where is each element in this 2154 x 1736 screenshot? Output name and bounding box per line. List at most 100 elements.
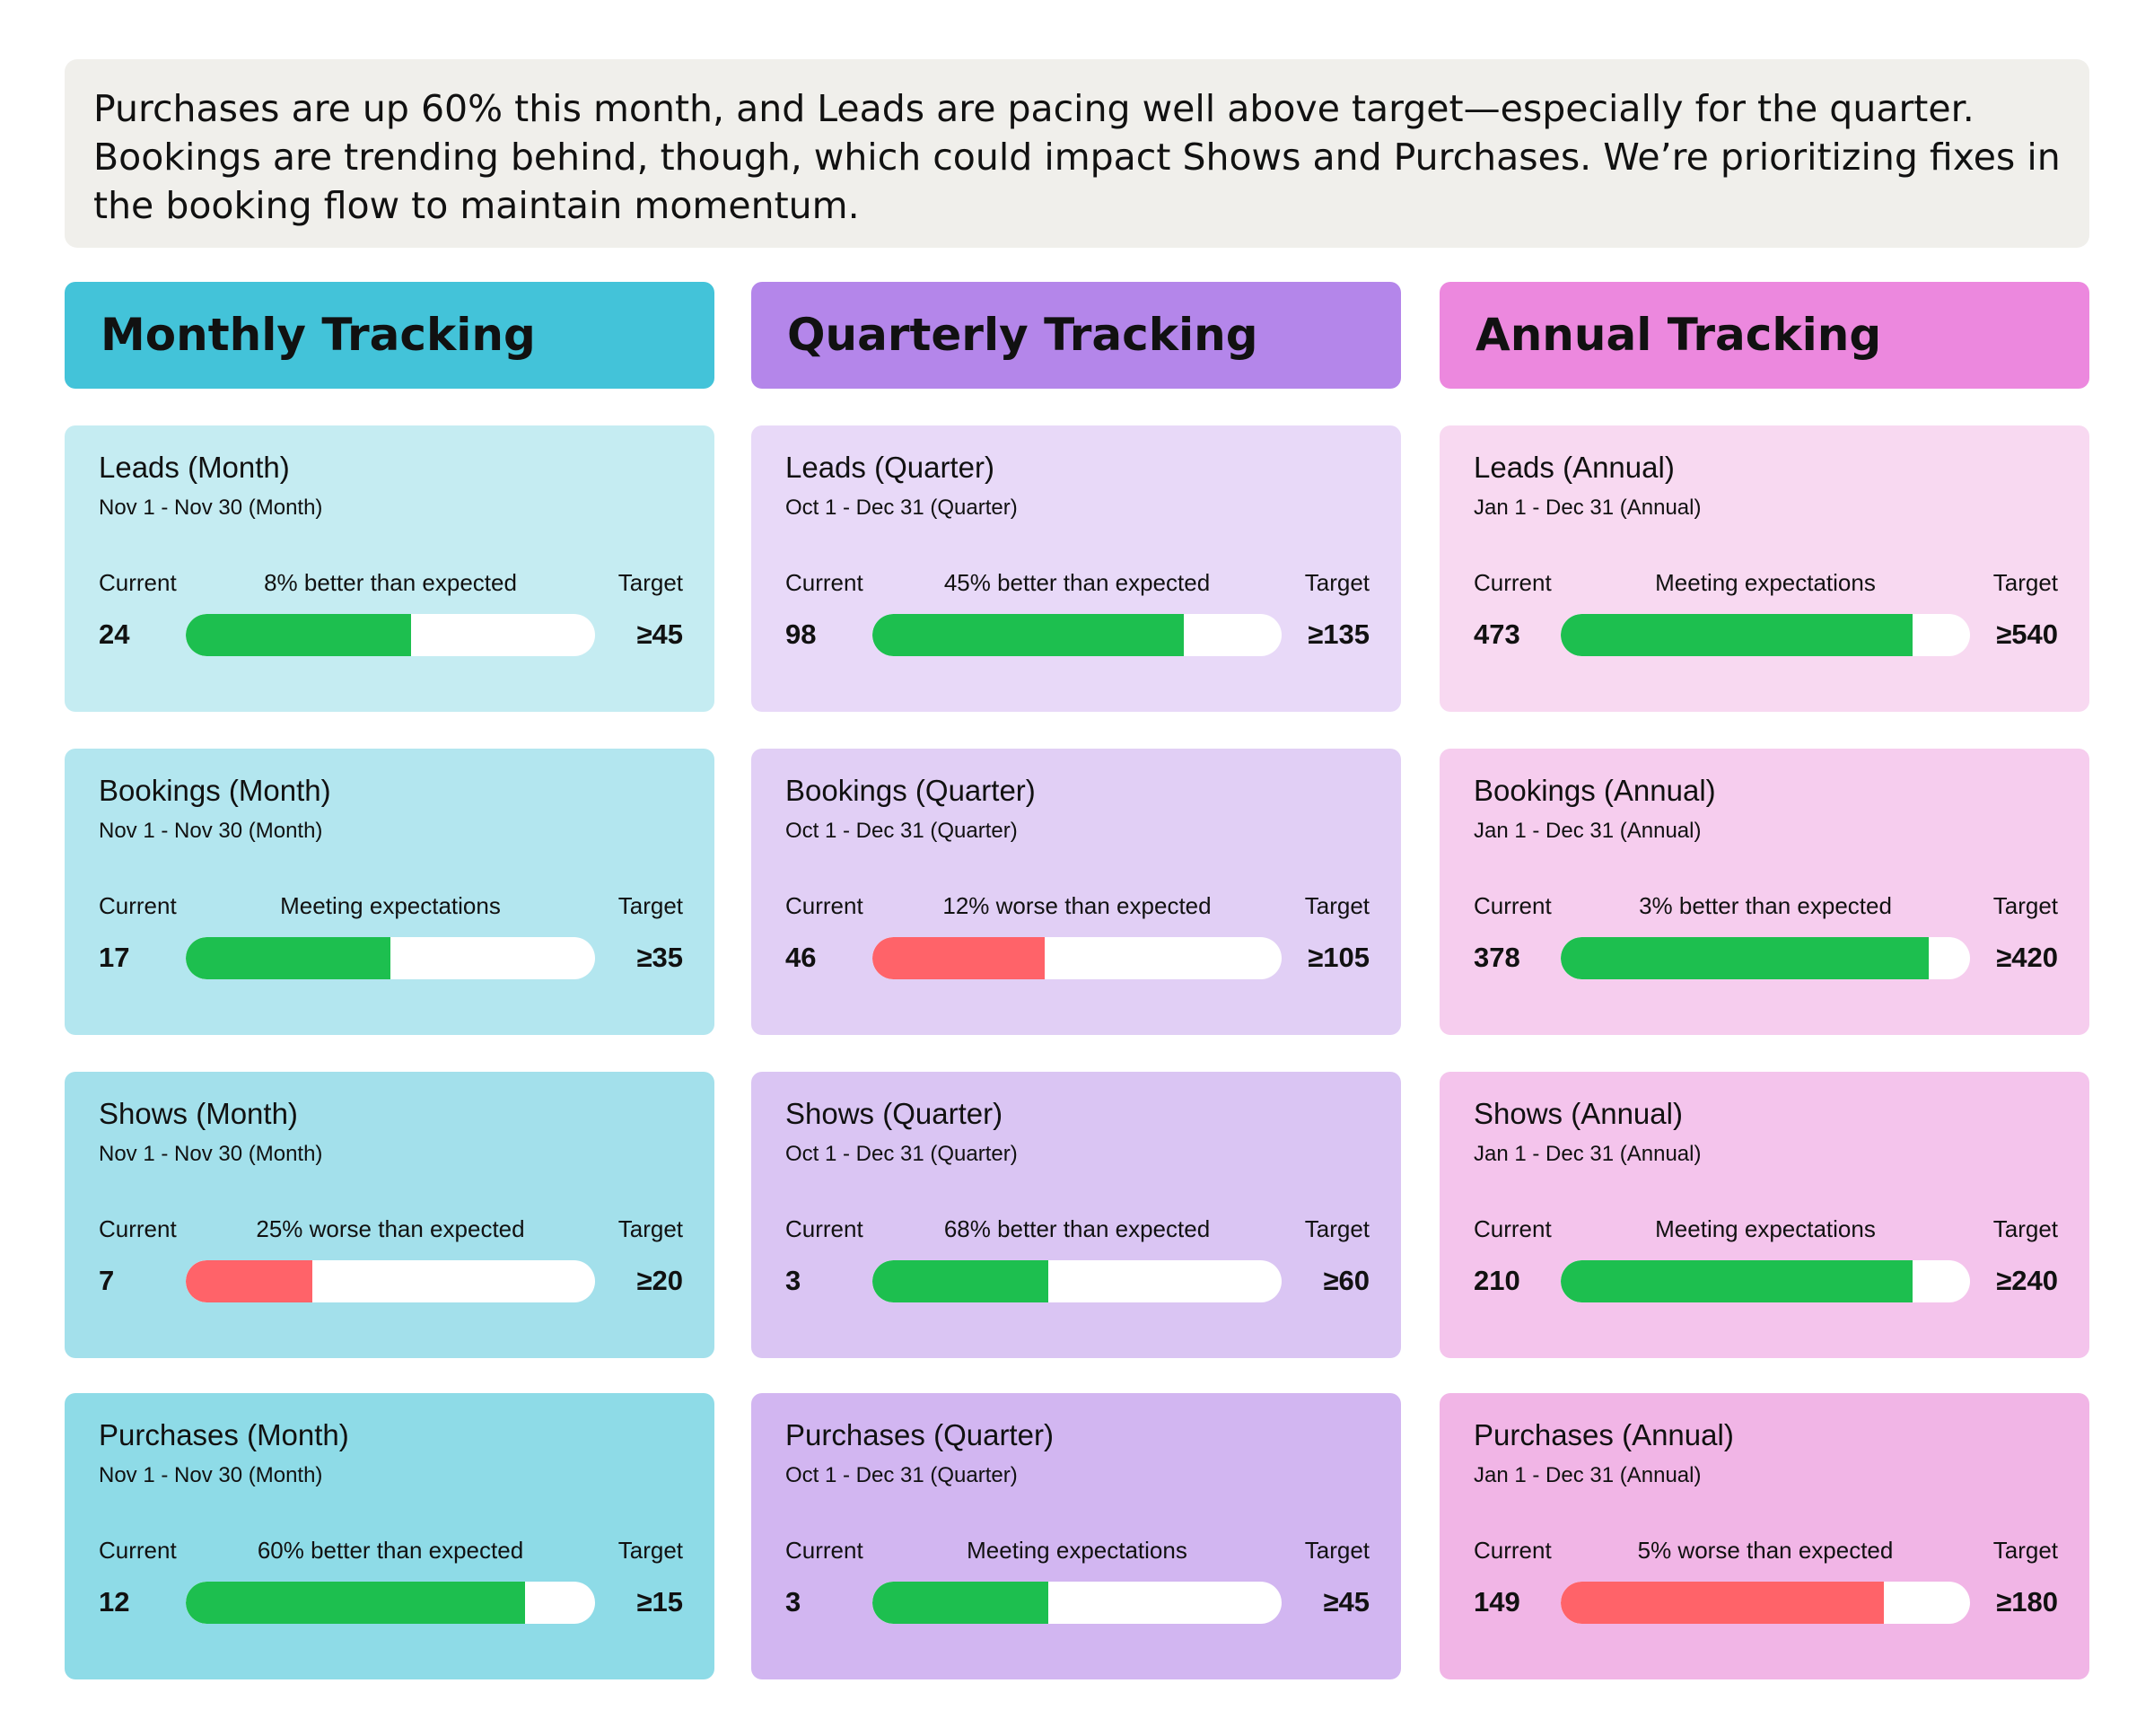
progress-fill — [186, 1582, 526, 1624]
current-value: 24 — [99, 618, 130, 650]
target-value: ≥135 — [1308, 618, 1370, 650]
current-label: Current — [99, 1215, 177, 1242]
status-text: 8% better than expected — [264, 569, 517, 596]
metric-card: Bookings (Annual) Jan 1 - Dec 31 (Annual)… — [1440, 749, 2089, 1035]
progress-track — [872, 937, 1282, 979]
column-header: Quarterly Tracking — [751, 282, 1401, 389]
progress-track — [872, 1582, 1282, 1624]
metric-card: Bookings (Quarter) Oct 1 - Dec 31 (Quarte… — [751, 749, 1401, 1035]
current-label: Current — [1474, 1215, 1552, 1242]
card-date: Jan 1 - Dec 31 (Annual) — [1474, 1142, 1702, 1166]
progress-fill — [1561, 1582, 1885, 1624]
current-value: 46 — [785, 942, 817, 973]
card-date: Nov 1 - Nov 30 (Month) — [99, 495, 323, 520]
metric-card: Purchases (Month) Nov 1 - Nov 30 (Month) C… — [65, 1393, 714, 1679]
target-label: Target — [617, 1215, 683, 1242]
status-text: 3% better than expected — [1639, 892, 1892, 919]
target-value: ≥35 — [636, 942, 684, 973]
summary: Purchases are up 60% this month, and Lea… — [65, 59, 2089, 248]
status-text: Meeting expectations — [1655, 1215, 1876, 1242]
card-date: Jan 1 - Dec 31 (Annual) — [1474, 495, 1702, 520]
card-date: Jan 1 - Dec 31 (Annual) — [1474, 819, 1702, 843]
card-date: Nov 1 - Nov 30 (Month) — [99, 819, 323, 843]
metric-card: Shows (Quarter) Oct 1 - Dec 31 (Quarter) C… — [751, 1072, 1401, 1358]
status-text: 12% worse than expected — [942, 892, 1212, 919]
progress-fill — [872, 1582, 1049, 1624]
progress-track — [186, 1260, 595, 1302]
current-label: Current — [785, 569, 863, 596]
card-title: Leads (Annual) — [1474, 451, 1675, 484]
current-label: Current — [1474, 569, 1552, 596]
target-label: Target — [1992, 569, 2058, 596]
progress-track — [186, 614, 595, 656]
progress-track — [1561, 1260, 1970, 1302]
card-title: Purchases (Month) — [99, 1418, 349, 1451]
card-date: Oct 1 - Dec 31 (Quarter) — [785, 819, 1018, 843]
status-text: 25% worse than expected — [256, 1215, 525, 1242]
card-date: Oct 1 - Dec 31 (Quarter) — [785, 1463, 1018, 1487]
current-label: Current — [99, 892, 177, 919]
progress-track — [1561, 937, 1970, 979]
current-value: 7 — [99, 1265, 115, 1296]
metric-card: Leads (Annual) Jan 1 - Dec 31 (Annual) Cur… — [1440, 425, 2089, 712]
metric-card: Purchases (Quarter) Oct 1 - Dec 31 (Quart… — [751, 1393, 1401, 1679]
target-value: ≥540 — [1996, 618, 2058, 650]
metric-card: Shows (Annual) Jan 1 - Dec 31 (Annual) Cur… — [1440, 1072, 2089, 1358]
metric-card: Leads (Month) Nov 1 - Nov 30 (Month) Curre… — [65, 425, 714, 712]
status-text: 5% worse than expected — [1637, 1537, 1894, 1564]
target-label: Target — [617, 1537, 683, 1564]
status-text: 68% better than expected — [943, 1215, 1211, 1242]
current-label: Current — [99, 569, 177, 596]
column-header: Monthly Tracking — [65, 282, 714, 389]
card-title: Leads (Month) — [99, 451, 290, 484]
target-value: ≥45 — [636, 618, 684, 650]
card-title: Purchases (Annual) — [1474, 1418, 1734, 1451]
progress-track — [1561, 614, 1970, 656]
progress-fill — [872, 1260, 1049, 1302]
target-value: ≥45 — [1323, 1586, 1370, 1618]
current-label: Current — [785, 1215, 863, 1242]
card-title: Shows (Annual) — [1474, 1097, 1683, 1130]
target-label: Target — [1304, 1215, 1370, 1242]
target-label: Target — [1304, 892, 1370, 919]
target-label: Target — [1992, 1215, 2058, 1242]
status-text: 45% better than expected — [943, 569, 1211, 596]
card-date: Oct 1 - Dec 31 (Quarter) — [785, 495, 1018, 520]
progress-track — [872, 1260, 1282, 1302]
target-label: Target — [617, 569, 683, 596]
target-value: ≥20 — [636, 1265, 684, 1296]
metric-card: Bookings (Month) Nov 1 - Nov 30 (Month) Cu… — [65, 749, 714, 1035]
metric-card: Shows (Month) Nov 1 - Nov 30 (Month) Curre… — [65, 1072, 714, 1358]
progress-fill — [1561, 937, 1930, 979]
metric-card: Leads (Quarter) Oct 1 - Dec 31 (Quarter) C… — [751, 425, 1401, 712]
target-label: Target — [1304, 1537, 1370, 1564]
current-value: 17 — [99, 942, 130, 973]
current-value: 12 — [99, 1586, 130, 1618]
current-value: 3 — [785, 1265, 801, 1296]
card-title: Bookings (Month) — [99, 774, 331, 807]
status-text: 60% better than expected — [257, 1537, 524, 1564]
current-value: 473 — [1474, 618, 1520, 650]
progress-fill — [186, 1260, 313, 1302]
current-label: Current — [785, 892, 863, 919]
card-title: Bookings (Annual) — [1474, 774, 1716, 807]
card-date: Oct 1 - Dec 31 (Quarter) — [785, 1142, 1018, 1166]
progress-track — [186, 1582, 595, 1624]
column-header: Annual Tracking — [1440, 282, 2089, 389]
target-label: Target — [617, 892, 683, 919]
metric-card: Purchases (Annual) Jan 1 - Dec 31 (Annual… — [1440, 1393, 2089, 1679]
current-value: 98 — [785, 618, 817, 650]
status-text: Meeting expectations — [280, 892, 501, 919]
card-title: Bookings (Quarter) — [785, 774, 1036, 807]
current-value: 378 — [1474, 942, 1520, 973]
progress-fill — [186, 937, 390, 979]
card-date: Jan 1 - Dec 31 (Annual) — [1474, 1463, 1702, 1487]
card-title: Purchases (Quarter) — [785, 1418, 1054, 1451]
current-label: Current — [785, 1537, 863, 1564]
status-text: Meeting expectations — [1655, 569, 1876, 596]
target-label: Target — [1992, 892, 2058, 919]
card-title: Leads (Quarter) — [785, 451, 994, 484]
progress-track — [1561, 1582, 1970, 1624]
target-value: ≥240 — [1996, 1265, 2058, 1296]
